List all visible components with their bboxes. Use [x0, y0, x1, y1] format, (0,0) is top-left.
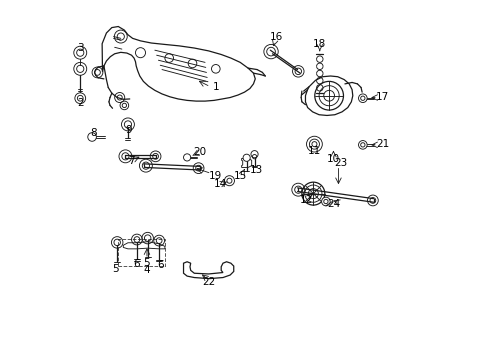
Circle shape	[74, 62, 86, 75]
Circle shape	[358, 94, 366, 103]
Text: 20: 20	[193, 147, 206, 157]
Text: 12: 12	[299, 195, 312, 205]
Text: 14: 14	[213, 179, 226, 189]
Text: 9: 9	[125, 125, 132, 135]
Text: 1: 1	[212, 82, 219, 92]
Circle shape	[243, 154, 250, 161]
Circle shape	[183, 154, 190, 161]
Text: 5: 5	[143, 258, 150, 268]
Text: 6: 6	[157, 260, 163, 270]
Circle shape	[224, 176, 234, 186]
Text: 19: 19	[208, 171, 221, 181]
Text: 21: 21	[375, 139, 388, 149]
Text: 2: 2	[77, 98, 83, 108]
Text: 18: 18	[312, 40, 326, 49]
Circle shape	[358, 140, 366, 149]
Text: 4: 4	[143, 265, 150, 275]
Circle shape	[250, 150, 258, 158]
Text: 3: 3	[77, 43, 83, 53]
Circle shape	[75, 93, 85, 104]
Text: 6: 6	[133, 259, 139, 269]
Text: 16: 16	[269, 32, 282, 42]
Text: 23: 23	[333, 158, 346, 168]
Circle shape	[321, 197, 329, 206]
Text: 8: 8	[90, 129, 97, 138]
Circle shape	[88, 133, 96, 141]
Text: 11: 11	[307, 146, 320, 156]
Text: 24: 24	[326, 199, 339, 210]
Text: 5: 5	[112, 264, 119, 274]
Text: 10: 10	[326, 154, 339, 164]
Text: 17: 17	[375, 92, 388, 102]
Circle shape	[306, 136, 322, 152]
Text: 22: 22	[203, 277, 216, 287]
Text: 7: 7	[128, 156, 135, 166]
Circle shape	[74, 46, 86, 59]
Text: 15: 15	[233, 171, 246, 181]
Text: 13: 13	[249, 165, 262, 175]
